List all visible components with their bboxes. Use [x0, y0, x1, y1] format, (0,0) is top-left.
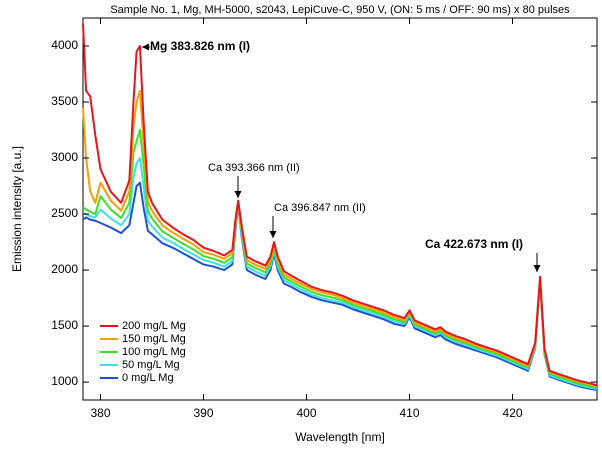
- legend-label: 100 mg/L Mg: [122, 346, 186, 358]
- x-tick-label: 410: [400, 406, 420, 420]
- spectrum-line: [82, 89, 598, 388]
- y-tick-label: 2000: [51, 262, 78, 276]
- y-tick-label: 2500: [51, 206, 78, 220]
- y-axis-label: Emission intensity [a.u.]: [10, 146, 24, 272]
- annotation: Ca 393.366 nm (II): [208, 162, 300, 174]
- annotation: Mg 383.826 nm (I): [150, 39, 250, 53]
- arrow-head: [234, 191, 242, 198]
- spectrum-line: [82, 181, 598, 391]
- plot-frame: [82, 17, 598, 401]
- plot-area: [82, 23, 598, 391]
- y-tick-label: 1500: [51, 318, 78, 332]
- legend-label: 200 mg/L Mg: [122, 320, 186, 332]
- arrow-head: [269, 231, 277, 238]
- spectrum-line: [82, 129, 598, 389]
- annotation: Ca 422.673 nm (I): [425, 237, 523, 251]
- spectrum-line: [83, 157, 598, 390]
- chart-title: Sample No. 1, Mg, MH-5000, s2043, LepiCu…: [110, 4, 570, 16]
- x-tick-label: 420: [503, 406, 523, 420]
- y-tick-label: 4000: [51, 38, 78, 52]
- arrow-head: [533, 265, 541, 272]
- x-tick-label: 390: [194, 406, 214, 420]
- legend-label: 0 mg/L Mg: [122, 372, 174, 384]
- legend-label: 50 mg/L Mg: [122, 359, 180, 371]
- x-tick-label: 380: [90, 406, 110, 420]
- x-axis-label: Wavelength [nm]: [295, 430, 385, 444]
- y-tick-label: 3500: [51, 94, 78, 108]
- annotation: Ca 396.847 nm (II): [274, 202, 366, 214]
- legend-label: 150 mg/L Mg: [122, 333, 186, 345]
- arrow-head: [142, 43, 149, 51]
- y-tick-label: 3000: [51, 150, 78, 164]
- x-tick-label: 400: [297, 406, 317, 420]
- spectrum-line: [82, 23, 598, 387]
- y-tick-label: 1000: [51, 374, 78, 388]
